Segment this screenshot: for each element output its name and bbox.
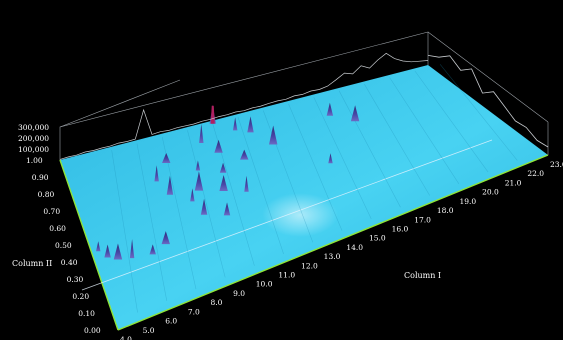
- z-tick-label: 100,000: [18, 145, 49, 154]
- x-tick-label: 13.0: [324, 252, 341, 261]
- right-rim: [117, 154, 549, 331]
- surface-streak: [313, 97, 372, 220]
- peak: [223, 202, 231, 216]
- peak: [199, 123, 204, 143]
- peak: [350, 105, 360, 122]
- x-tick-label: 10.0: [256, 280, 273, 289]
- x-tick-label: 12.0: [301, 261, 318, 270]
- peak: [104, 244, 111, 258]
- peak: [200, 198, 208, 215]
- peak: [166, 175, 174, 195]
- surface-streak: [136, 143, 168, 301]
- peak: [247, 116, 254, 133]
- x-tick-label: 8.0: [211, 298, 223, 307]
- surface-streak: [364, 83, 430, 196]
- surface-streak: [187, 130, 226, 278]
- peak: [162, 152, 171, 163]
- y-tick-label: 0.00: [84, 326, 101, 335]
- y-tick-label: 0.50: [55, 241, 72, 250]
- surface-streak: [338, 90, 401, 208]
- peak: [195, 160, 201, 171]
- y-axis-title: Column II: [12, 259, 52, 268]
- peak: [219, 162, 227, 173]
- x-tick-label: 22.0: [527, 169, 544, 178]
- peak: [154, 165, 159, 182]
- y-tick-label: 0.60: [49, 224, 66, 233]
- surface-streak: [288, 103, 343, 231]
- surface-streak: [262, 110, 314, 243]
- surface-streak: [237, 117, 284, 255]
- peak: [269, 125, 278, 145]
- surface-streak: [389, 77, 460, 184]
- x-tick-label: 7.0: [188, 307, 200, 316]
- y-tick-label: 1.00: [26, 156, 43, 165]
- x-tick-label: 6.0: [165, 317, 177, 326]
- peak: [190, 188, 195, 202]
- peak: [194, 171, 204, 191]
- x-tick-label: 4.0: [120, 335, 132, 340]
- x-tick-label: 20.0: [482, 188, 499, 197]
- y-tick-label: 0.20: [72, 292, 89, 301]
- peak: [328, 153, 333, 164]
- peak-spike: [210, 105, 215, 124]
- x-tick-label: 9.0: [233, 289, 245, 298]
- x-tick-label: 11.0: [278, 271, 295, 280]
- peak: [219, 174, 228, 191]
- peak: [129, 239, 135, 259]
- surface-glare: [262, 193, 338, 237]
- y-tick-label: 0.30: [67, 275, 84, 284]
- y-tick-label: 0.10: [78, 309, 95, 318]
- surface-streak: [111, 150, 138, 313]
- side-trace-line: [427, 55, 549, 148]
- y-tick-label: 0.70: [43, 207, 60, 216]
- tic-trace: [59, 52, 549, 160]
- peak: [96, 241, 101, 252]
- x-tick-label: 19.0: [459, 197, 476, 206]
- peak: [161, 231, 170, 245]
- y-tick-label: 0.80: [38, 190, 55, 199]
- peak: [240, 149, 249, 160]
- x-axis-title: Column I: [404, 271, 441, 280]
- peak: [113, 243, 123, 260]
- y-tick-label: 0.90: [32, 173, 49, 182]
- y-tick-label: 0.40: [61, 258, 78, 267]
- peak: [232, 117, 238, 131]
- z-axis-ticks: 100,000 200,000 300,000: [18, 123, 49, 154]
- box-wireframe: [59, 31, 549, 160]
- x-tick-label: 14.0: [346, 243, 363, 252]
- peak: [149, 244, 156, 255]
- z-tick-label: 200,000: [18, 134, 49, 143]
- peak: [244, 175, 249, 192]
- x-tick-label: 16.0: [392, 224, 409, 233]
- surface-streak: [414, 70, 489, 173]
- surface-streak: [439, 64, 518, 161]
- y-axis-ticks: 0.00 0.10 0.20 0.30 0.40 0.50 0.60 0.70 0.80 0.90…: [26, 156, 101, 335]
- z-tick-label: 300,000: [18, 123, 49, 132]
- peak: [214, 139, 223, 153]
- front-rim: [59, 159, 119, 331]
- x-tick-label: 18.0: [437, 206, 454, 215]
- x-tick-label: 5.0: [143, 326, 155, 335]
- peak: [326, 102, 334, 116]
- x-tick-label: 17.0: [414, 215, 431, 224]
- x-tick-label: 15.0: [369, 234, 386, 243]
- x-tick-label: 21.0: [505, 178, 522, 187]
- reference-line: [81, 139, 493, 291]
- tic-trace-line: [59, 52, 429, 160]
- x-tick-label: 23.0: [550, 160, 563, 169]
- x-axis-ticks: 4.0 5.0 6.0 7.0 8.0 9.0 10.0 11.0 12.0 13.0 14.0 15…: [120, 160, 563, 340]
